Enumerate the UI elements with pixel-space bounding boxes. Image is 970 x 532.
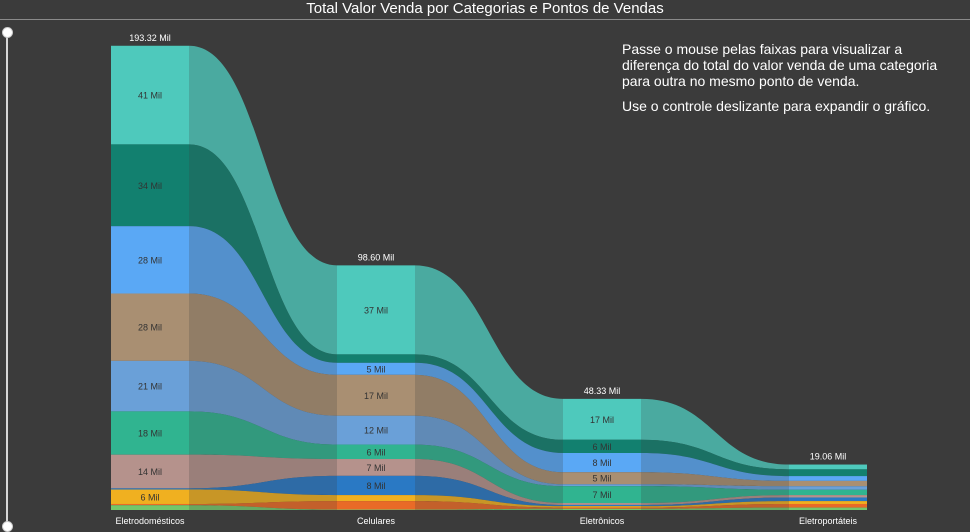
bar-segment-series-11-col-3 bbox=[563, 509, 641, 510]
data-label: 17 Mil bbox=[590, 415, 614, 425]
bar-segment-series-5-col-4 bbox=[789, 486, 867, 490]
data-label: 17 Mil bbox=[364, 391, 388, 401]
data-label: 8 Mil bbox=[592, 458, 611, 468]
ribbons-layer bbox=[189, 46, 789, 510]
bar-segment-series-10-col-3 bbox=[563, 508, 641, 509]
bar-segment-series-8-col-1 bbox=[111, 488, 189, 489]
bar-segment-series-9-col-4 bbox=[789, 501, 867, 504]
bar-segment-series-11-col-4 bbox=[789, 508, 867, 510]
bar-segment-series-8-col-4 bbox=[789, 497, 867, 501]
data-label: 34 Mil bbox=[138, 181, 162, 191]
data-label: 7 Mil bbox=[366, 463, 385, 473]
bar-segment-series-6-col-4 bbox=[789, 490, 867, 495]
data-label: 5 Mil bbox=[366, 364, 385, 374]
data-label: 28 Mil bbox=[138, 323, 162, 333]
bar-segment-series-7-col-4 bbox=[789, 495, 867, 497]
bar-segment-series-1-col-4 bbox=[789, 465, 867, 470]
bar-segment-series-10-col-1 bbox=[111, 504, 189, 505]
data-label: 6 Mil bbox=[366, 447, 385, 457]
data-label: 37 Mil bbox=[364, 305, 388, 315]
data-label: 8 Mil bbox=[366, 481, 385, 491]
data-label: 5 Mil bbox=[592, 474, 611, 484]
data-label: 7 Mil bbox=[592, 490, 611, 500]
data-label: 28 Mil bbox=[138, 255, 162, 265]
bar-segment-series-2-col-2 bbox=[337, 354, 415, 362]
bar-segment-series-7-col-3 bbox=[563, 503, 641, 505]
category-label: Eletrônicos bbox=[580, 516, 625, 526]
data-label: 41 Mil bbox=[138, 91, 162, 101]
bar-segment-series-8-col-3 bbox=[563, 505, 641, 506]
bar-segment-series-2-col-4 bbox=[789, 469, 867, 476]
data-label: 21 Mil bbox=[138, 382, 162, 392]
bar-segment-series-3-col-4 bbox=[789, 476, 867, 481]
data-label: 6 Mil bbox=[592, 442, 611, 452]
bar-segment-series-9-col-2 bbox=[337, 495, 415, 501]
bar-segment-series-10-col-2 bbox=[337, 501, 415, 509]
data-label: 14 Mil bbox=[138, 467, 162, 477]
category-label: Celulares bbox=[357, 516, 396, 526]
total-label: 193.32 Mil bbox=[129, 33, 171, 43]
total-label: 98.60 Mil bbox=[358, 252, 395, 262]
bar-segment-series-4-col-4 bbox=[789, 481, 867, 486]
data-label: 12 Mil bbox=[364, 426, 388, 436]
data-label: 6 Mil bbox=[140, 492, 159, 502]
bar-segment-series-5-col-3 bbox=[563, 484, 641, 486]
bar-segment-series-9-col-3 bbox=[563, 506, 641, 507]
bar-segment-series-11-col-1 bbox=[111, 505, 189, 510]
total-label: 48.33 Mil bbox=[584, 386, 621, 396]
total-label: 19.06 Mil bbox=[810, 452, 847, 462]
bar-segment-series-10-col-4 bbox=[789, 504, 867, 508]
category-label: Eletroportáteis bbox=[799, 516, 858, 526]
category-label: Eletrodomésticos bbox=[115, 516, 185, 526]
data-label: 18 Mil bbox=[138, 429, 162, 439]
